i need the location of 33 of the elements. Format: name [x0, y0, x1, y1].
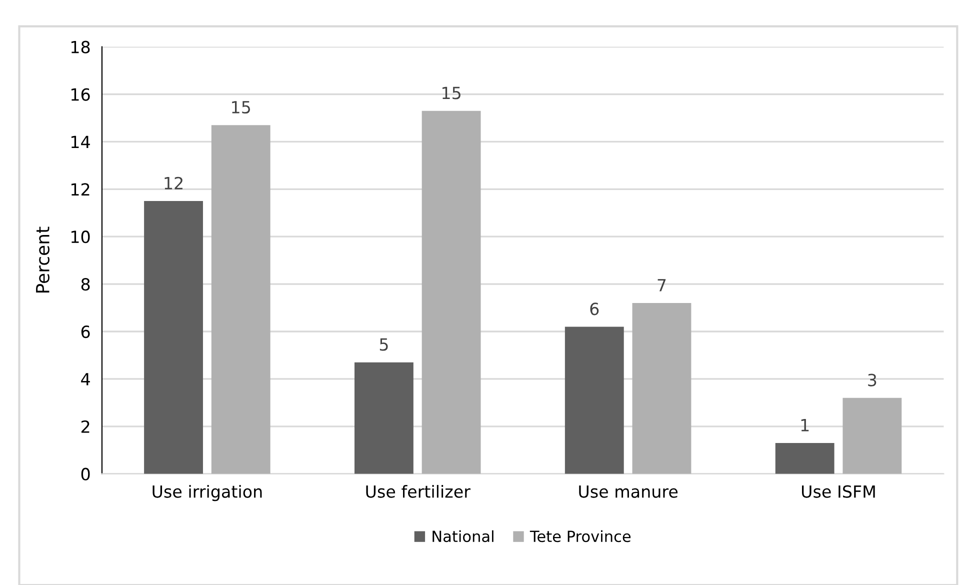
data-label: 15: [232, 101, 250, 114]
bar: [211, 125, 270, 474]
y-tick-label: 16: [71, 88, 90, 101]
y-tick-label: 4: [81, 373, 90, 386]
data-label: 12: [164, 176, 182, 190]
y-tick-label: 8: [81, 278, 90, 291]
bar: [564, 326, 624, 474]
bar: [144, 201, 203, 474]
data-label: 1: [801, 419, 809, 432]
bar: [354, 362, 414, 474]
data-label: 5: [380, 338, 388, 351]
bar: [842, 398, 902, 474]
y-axis-title: Percent: [36, 226, 50, 293]
x-tick-label: Use fertilizer: [366, 484, 470, 498]
y-tick-label: 10: [71, 230, 90, 244]
y-tick-label: 2: [81, 420, 90, 433]
y-tick-label: 0: [81, 468, 90, 480]
y-tick-label: 18: [71, 40, 90, 54]
y-tick-label: 6: [81, 325, 90, 338]
y-tick-label: 14: [71, 136, 90, 148]
x-tick-label: Use manure: [579, 485, 678, 498]
data-label: 7: [658, 279, 666, 292]
bar: [422, 110, 481, 474]
bar: [775, 443, 834, 474]
legend-label: Tete Province: [530, 530, 631, 542]
legend-label: National: [432, 530, 494, 542]
data-label: 6: [590, 302, 599, 316]
x-tick-label: Use ISFM: [802, 485, 875, 498]
data-label: 3: [868, 374, 876, 386]
y-tick-label: 12: [71, 183, 90, 196]
bar: [632, 303, 692, 474]
x-tick-label: Use irrigation: [152, 484, 262, 502]
data-label: 15: [442, 86, 460, 100]
